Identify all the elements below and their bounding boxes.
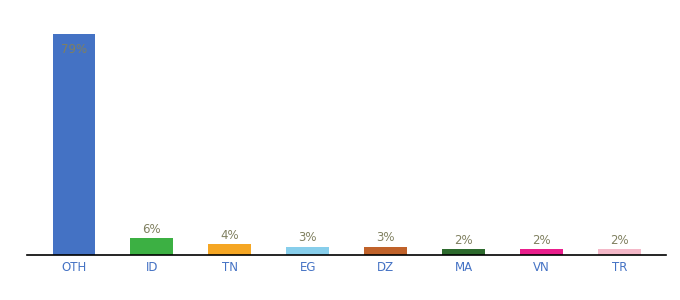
Text: 2%: 2% [611, 234, 629, 247]
Text: 2%: 2% [532, 234, 551, 247]
Bar [52, 34, 95, 255]
Bar [520, 249, 563, 255]
Bar [598, 249, 641, 255]
Bar [442, 249, 485, 255]
Text: 3%: 3% [299, 231, 317, 244]
Bar [364, 247, 407, 255]
Bar [286, 247, 329, 255]
Bar [131, 238, 173, 255]
Text: 2%: 2% [454, 234, 473, 247]
Text: 79%: 79% [61, 43, 87, 56]
Bar [209, 244, 252, 255]
Text: 3%: 3% [377, 231, 395, 244]
Text: 4%: 4% [220, 229, 239, 242]
Text: 6%: 6% [143, 223, 161, 236]
